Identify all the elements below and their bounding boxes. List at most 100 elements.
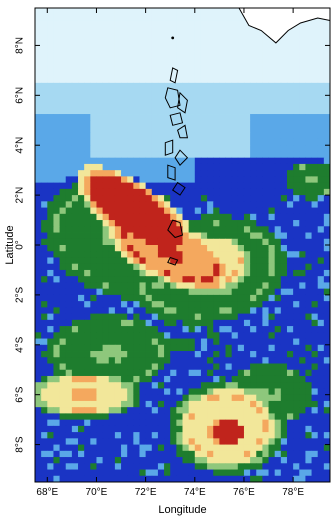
grid-cell <box>170 382 177 389</box>
grid-cell <box>90 338 97 346</box>
grid-cell <box>188 195 196 202</box>
grid-cell <box>90 14 97 21</box>
grid-cell <box>317 32 325 40</box>
grid-cell <box>280 232 288 240</box>
grid-cell <box>41 394 48 402</box>
grid-cell <box>200 388 208 396</box>
grid-cell <box>274 145 282 152</box>
grid-cell <box>256 469 263 477</box>
grid-cell <box>108 226 116 233</box>
grid-cell <box>323 251 331 258</box>
grid-cell <box>121 388 128 396</box>
grid-cell <box>299 257 306 265</box>
grid-cell <box>157 207 165 215</box>
grid-cell <box>71 114 79 121</box>
grid-cell <box>71 301 79 308</box>
grid-cell <box>127 425 134 433</box>
grid-cell <box>127 132 134 140</box>
grid-cell <box>90 120 97 127</box>
grid-cell <box>84 307 91 315</box>
grid-cell <box>151 170 159 177</box>
grid-cell <box>151 195 159 202</box>
grid-cell <box>293 407 300 414</box>
grid-cell <box>47 450 54 458</box>
grid-cell <box>280 326 288 333</box>
grid-cell <box>114 57 122 65</box>
grid-cell <box>127 39 134 46</box>
grid-cell <box>194 313 202 321</box>
grid-cell <box>262 170 269 177</box>
grid-cell <box>299 163 306 171</box>
grid-cell <box>207 188 214 196</box>
grid-cell <box>268 344 276 352</box>
grid-cell <box>90 332 97 339</box>
grid-cell <box>219 438 226 445</box>
grid-cell <box>157 307 165 315</box>
grid-cell <box>114 269 122 277</box>
grid-cell <box>268 213 276 221</box>
grid-cell <box>133 107 140 115</box>
grid-cell <box>35 89 42 96</box>
grid-cell <box>90 344 97 352</box>
grid-cell <box>299 413 306 421</box>
grid-cell <box>237 319 245 327</box>
grid-cell <box>323 101 331 109</box>
grid-cell <box>188 176 196 184</box>
grid-cell <box>41 307 48 315</box>
grid-cell <box>280 307 288 315</box>
grid-cell <box>237 120 245 127</box>
grid-cell <box>157 425 165 433</box>
grid-cell <box>121 369 128 377</box>
grid-cell <box>157 57 165 65</box>
grid-cell <box>127 301 134 308</box>
grid-cell <box>207 388 214 396</box>
grid-cell <box>145 245 153 252</box>
grid-cell <box>237 276 245 283</box>
grid-cell <box>293 64 300 71</box>
grid-cell <box>53 32 60 40</box>
grid-cell <box>274 407 282 414</box>
grid-cell <box>311 95 319 102</box>
grid-cell <box>237 64 245 71</box>
grid-cell <box>139 120 147 127</box>
grid-cell <box>164 400 171 408</box>
grid-cell <box>317 332 325 339</box>
grid-cell <box>274 282 282 290</box>
grid-cell <box>170 151 177 159</box>
grid-cell <box>41 469 48 477</box>
grid-cell <box>41 82 48 90</box>
grid-cell <box>108 257 116 265</box>
grid-cell <box>133 39 140 46</box>
grid-cell <box>151 450 159 458</box>
grid-cell <box>78 319 85 327</box>
grid-cell <box>213 145 220 152</box>
grid-cell <box>286 457 294 464</box>
grid-cell <box>293 126 300 134</box>
grid-cell <box>65 26 73 34</box>
grid-cell <box>102 444 110 452</box>
grid-cell <box>96 263 104 271</box>
grid-cell <box>84 351 91 358</box>
grid-cell <box>305 394 312 402</box>
grid-cell <box>293 375 300 383</box>
grid-cell <box>84 257 91 265</box>
grid-cell <box>157 76 165 84</box>
grid-cell <box>323 263 331 271</box>
grid-cell <box>182 313 190 321</box>
grid-cell <box>164 444 171 452</box>
grid-cell <box>71 32 79 40</box>
grid-cell <box>53 313 60 321</box>
grid-cell <box>219 120 226 127</box>
grid-cell <box>151 382 159 389</box>
grid-cell <box>305 344 312 352</box>
grid-cell <box>231 76 239 84</box>
grid-cell <box>323 157 331 165</box>
grid-cell <box>133 469 140 477</box>
grid-cell <box>35 369 42 377</box>
grid-cell <box>47 463 54 470</box>
grid-cell <box>108 45 116 53</box>
grid-cell <box>176 457 183 464</box>
grid-cell <box>305 238 312 246</box>
grid-cell <box>286 257 294 265</box>
grid-cell <box>225 213 233 221</box>
